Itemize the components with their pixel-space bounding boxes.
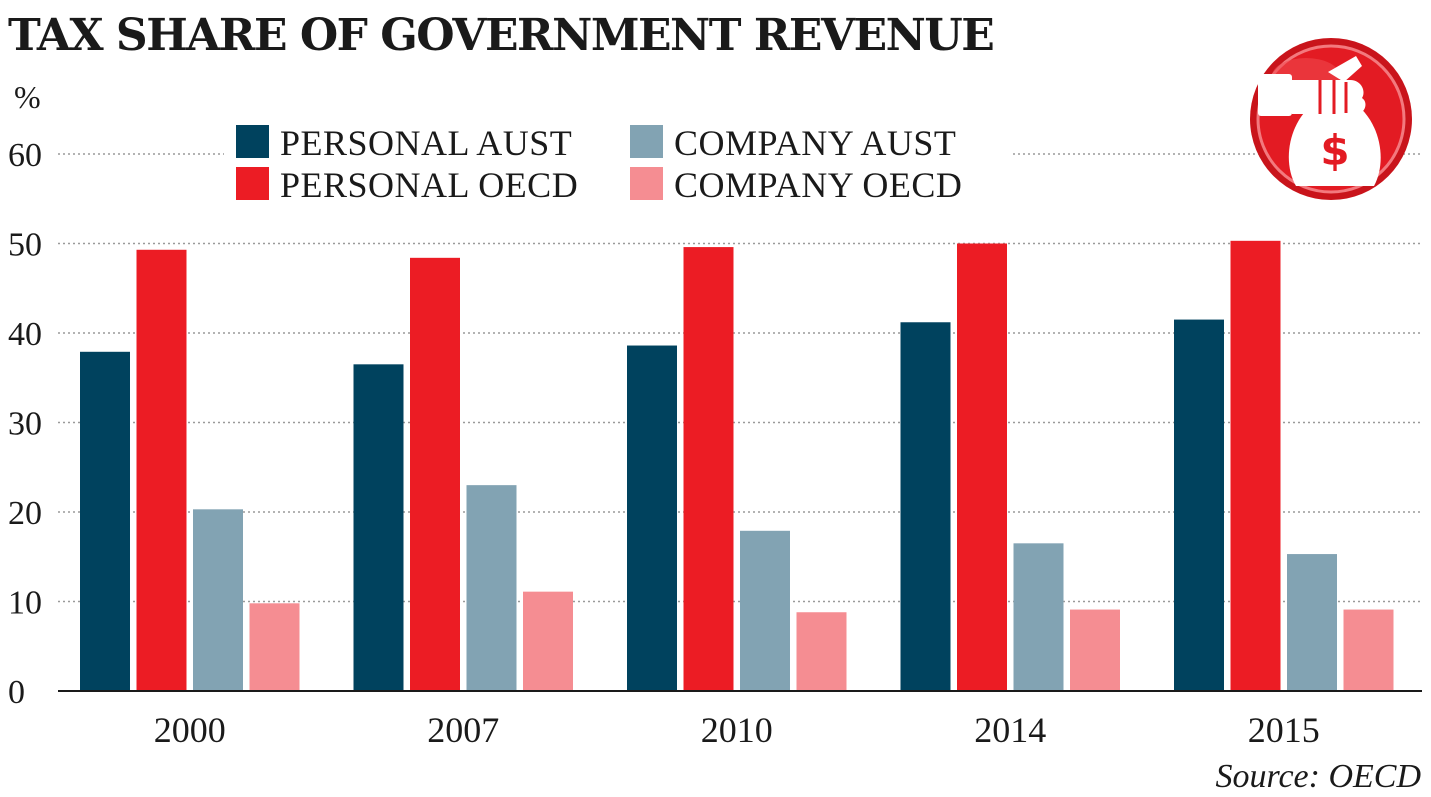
legend: PERSONAL AUST COMPANY AUST PERSONAL OECD CO… [224,116,1010,205]
y-axis-ticks: 0 10 20 30 40 50 60 [8,137,42,711]
y-tick-label: 50 [8,227,42,264]
x-category-label: 2007 [427,710,499,750]
x-axis-categories: 2000 2007 2010 2014 2015 [154,710,1320,750]
legend-label-company-aust: COMPANY AUST [674,123,956,163]
legend-label-personal-oecd: PERSONAL OECD [280,165,578,205]
bar-personal-aust-2010 [627,345,677,691]
x-category-label: 2014 [974,710,1046,750]
legend-label-company-oecd: COMPANY OECD [674,165,962,205]
source-note: Source: OECD [1215,758,1421,795]
bar-company-aust-2014 [1013,543,1064,691]
y-tick-label: 40 [8,316,42,353]
y-tick-label: 0 [8,674,25,711]
bar-personal-oecd-2000 [136,249,187,691]
legend-swatch-personal-oecd [236,167,269,200]
legend-swatch-personal-aust [236,125,269,158]
money-bag-hand-icon: $ [1250,38,1412,200]
x-category-label: 2010 [701,710,773,750]
y-tick-label: 10 [8,585,42,622]
bar-company-aust-2000 [193,509,243,691]
bar-company-oecd-2000 [249,603,300,691]
bar-personal-aust-2014 [900,322,951,691]
y-axis-unit-label: % [14,79,41,115]
y-tick-label: 60 [8,137,42,174]
bar-company-oecd-2014 [1070,609,1120,691]
bar-personal-oecd-2007 [410,257,460,691]
legend-label-personal-aust: PERSONAL AUST [280,123,572,163]
dollar-sign-icon: $ [1320,126,1349,175]
bar-personal-oecd-2014 [957,243,1007,691]
y-tick-label: 30 [8,406,42,443]
bar-personal-oecd-2015 [1230,240,1281,691]
bar-personal-aust-2007 [353,364,404,691]
y-tick-label: 20 [8,495,42,532]
x-category-label: 2015 [1248,710,1320,750]
bar-personal-aust-2015 [1174,319,1224,691]
bar-personal-oecd-2010 [683,247,734,691]
bar-company-aust-2007 [466,485,517,691]
legend-swatch-company-aust [630,125,663,158]
bar-personal-aust-2000 [80,351,130,691]
chart-title: TAX SHARE OF GOVERNMENT REVENUE [8,10,993,61]
legend-swatch-company-oecd [630,167,663,200]
bar-company-aust-2010 [740,530,790,691]
bar-company-oecd-2010 [796,612,847,691]
bars [80,240,1394,691]
bar-company-aust-2015 [1287,554,1337,691]
bar-company-oecd-2007 [523,591,573,691]
legend-background [224,116,1010,202]
bar-company-oecd-2015 [1343,609,1394,691]
x-category-label: 2000 [154,710,226,750]
